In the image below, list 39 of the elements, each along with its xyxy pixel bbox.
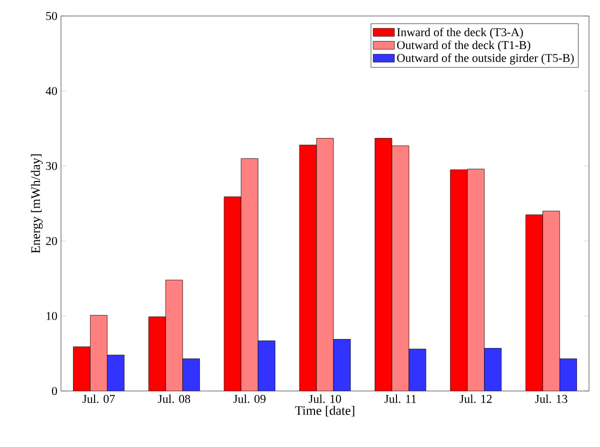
bar (450, 170, 468, 391)
x-tick-label: Jul. 09 (233, 394, 266, 403)
bar (484, 348, 502, 391)
bar (224, 196, 242, 391)
bar (148, 316, 166, 391)
bar (526, 214, 543, 391)
bar (560, 358, 577, 391)
x-axis-title: Time [date] (295, 406, 354, 417)
bar (392, 146, 409, 391)
bar (300, 145, 317, 391)
x-tick-label: Jul. 12 (460, 394, 492, 403)
legend-label: Inward of the deck (T3-A) (397, 28, 523, 39)
y-tick-label: 30 (46, 162, 58, 170)
bar (542, 210, 560, 391)
y-tick-label: 0 (52, 386, 58, 396)
legend-label: Outward of the deck (T1-B) (397, 40, 530, 52)
bar (90, 315, 108, 391)
bar (316, 138, 334, 391)
legend-label: Outward of the outside girder (T5-B) (397, 53, 574, 64)
bar (73, 346, 90, 391)
bar (258, 340, 276, 391)
y-tick-label: 40 (46, 86, 58, 96)
x-tick-label: Jul. 08 (158, 394, 190, 403)
y-tick-label: 50 (46, 12, 58, 20)
bar (166, 280, 183, 391)
x-tick-label: Jul. 10 (308, 394, 341, 403)
bar (467, 169, 484, 391)
bar (334, 339, 351, 391)
x-tick-label: Jul. 11 (384, 394, 416, 403)
bar (107, 355, 124, 391)
x-tick-label: Jul. 07 (82, 394, 115, 403)
y-axis-title: Energy [mWh/day] (30, 154, 43, 254)
bar (182, 358, 200, 391)
x-tick-label: Jul. 13 (535, 394, 568, 403)
y-tick-label: 10 (46, 312, 58, 320)
bar (374, 138, 392, 391)
y-tick-label: 20 (46, 236, 58, 246)
bar (408, 349, 426, 391)
bar (241, 158, 258, 391)
